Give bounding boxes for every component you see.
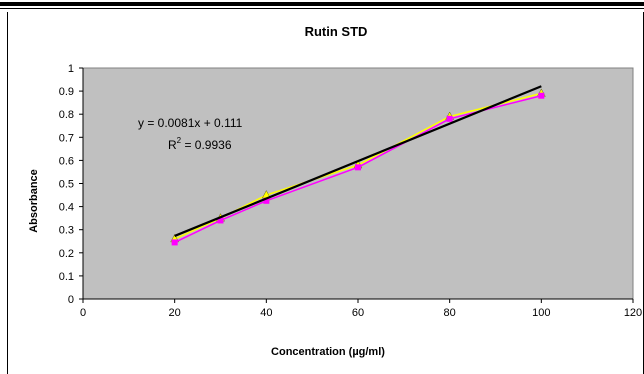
- x-tick-label: 100: [532, 307, 550, 319]
- chart-area: Rutin STD 0 0.1 0.2 0.3 0.4 0.5 0.6 0.7 0.8 0.9 1 0…: [7, 12, 644, 374]
- x-tick-label: 40: [260, 307, 272, 319]
- data-point-square: [171, 239, 178, 246]
- y-tick-label: 0.2: [59, 248, 74, 260]
- y-tick-label: 0.6: [59, 155, 74, 167]
- x-axis-title: Concentration (µg/ml): [271, 346, 385, 358]
- r-squared-label: R2 = 0.9936: [168, 136, 232, 152]
- series-line-2: [174, 94, 542, 244]
- y-tick-label: 0.9: [59, 86, 74, 98]
- x-tick-label: 120: [624, 307, 642, 319]
- tick-labels: 0 0.1 0.2 0.3 0.4 0.5 0.6 0.7 0.8 0.9 1 0 20 40 60 80 10…: [59, 63, 642, 319]
- x-tick-label: 60: [352, 307, 364, 319]
- y-tick-label: 0.4: [59, 202, 74, 214]
- x-tick-label: 0: [80, 307, 86, 319]
- top-rule-thin: [0, 8, 644, 9]
- data-point-square: [217, 217, 224, 224]
- data-point-square: [263, 197, 270, 204]
- x-tick-label: 80: [444, 307, 456, 319]
- chart-title: Rutin STD: [305, 24, 368, 39]
- data-point-square: [538, 92, 545, 99]
- trend-equation: y = 0.0081x + 0.111: [138, 116, 243, 130]
- r-squared-prefix: R: [168, 138, 177, 152]
- chart-svg: Rutin STD 00.10.20.30.40.50.60.70.80.910…: [28, 24, 642, 358]
- data-point-square: [355, 164, 361, 171]
- series-layer: [170, 85, 546, 246]
- y-tick-label: 0.1: [59, 271, 74, 283]
- top-rule: [0, 2, 644, 6]
- axes: [79, 67, 634, 303]
- plot-area: [82, 67, 634, 300]
- trendline: [174, 85, 542, 237]
- x-tick-label: 20: [169, 307, 181, 319]
- y-tick-label: 0.3: [59, 225, 74, 237]
- data-point-square: [446, 115, 453, 122]
- r-squared-sup: 2: [177, 136, 182, 145]
- y-tick-label: 0.5: [59, 179, 74, 191]
- y-axis-title: Absorbance: [28, 169, 40, 233]
- y-tick-label: 1: [68, 63, 74, 75]
- y-tick-label: 0.7: [59, 132, 74, 144]
- y-tick-label: 0: [68, 294, 74, 306]
- r-squared-value: = 0.9936: [181, 138, 232, 152]
- y-tick-label: 0.8: [59, 109, 74, 121]
